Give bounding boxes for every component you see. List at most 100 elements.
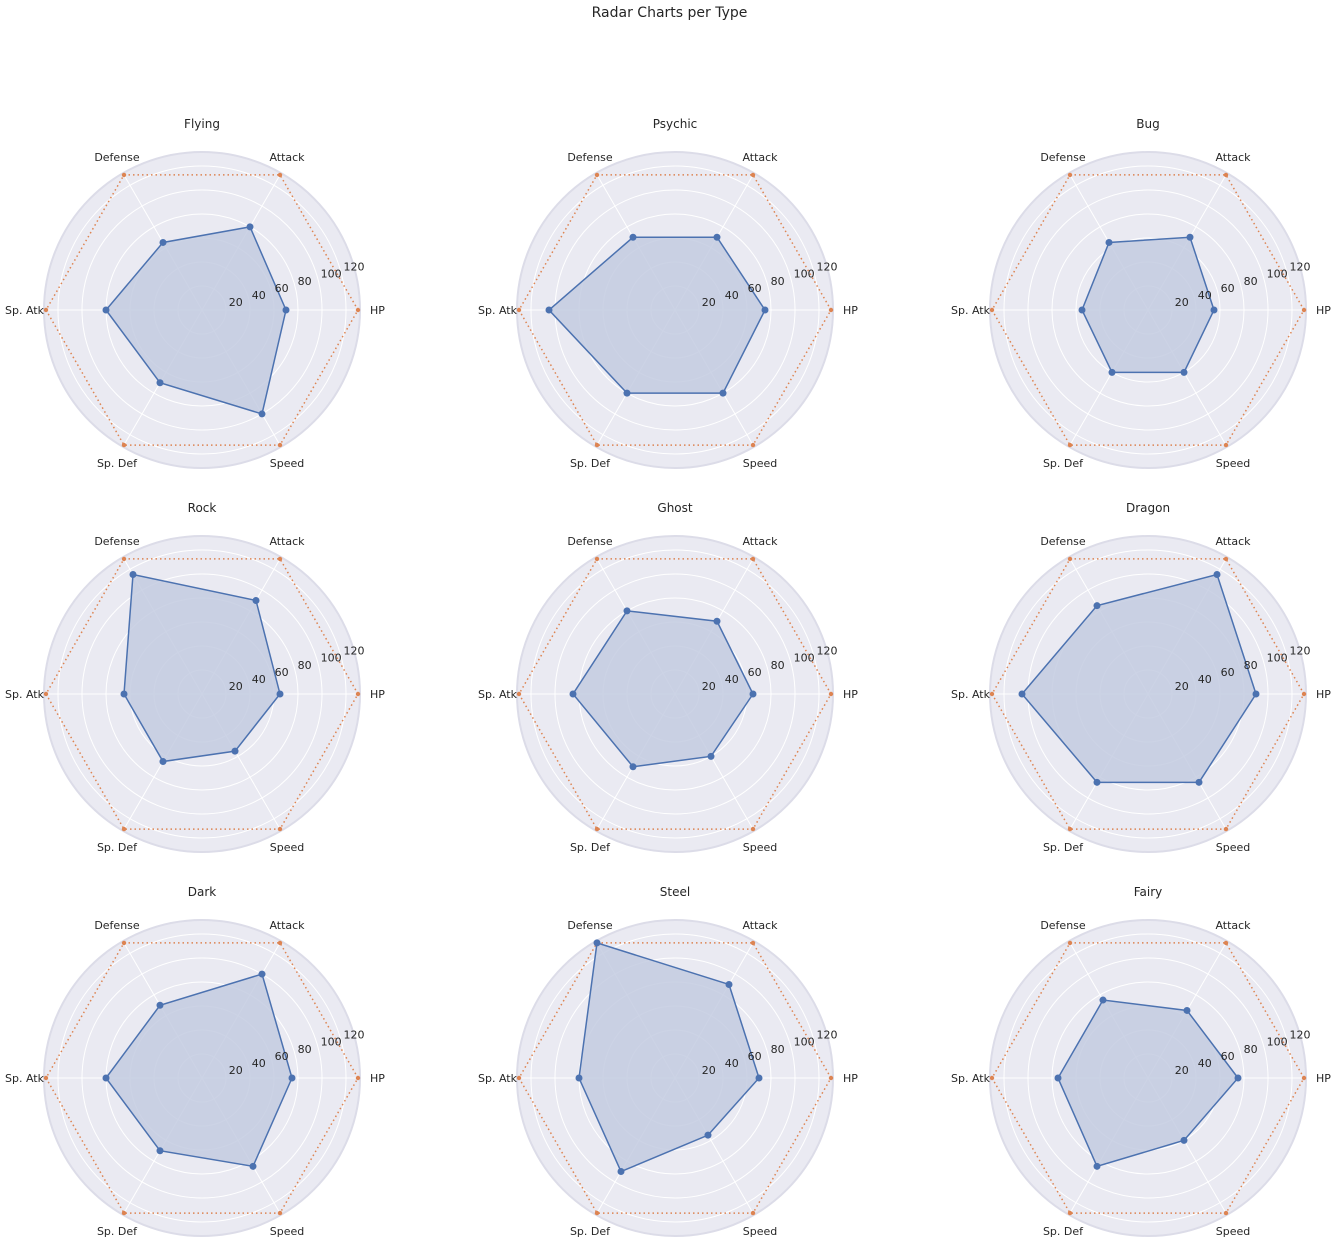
axis-label-attack: Attack bbox=[742, 919, 778, 932]
data-point-sp-atk bbox=[1018, 690, 1026, 698]
data-point-sp-def bbox=[623, 389, 631, 397]
r-tick-label: 20 bbox=[1175, 680, 1189, 693]
axis-label-hp: HP bbox=[1316, 304, 1331, 317]
reference-point bbox=[1223, 172, 1229, 178]
axis-label-attack: Attack bbox=[269, 919, 305, 932]
r-tick-label: 120 bbox=[344, 261, 365, 274]
r-tick-label: 60 bbox=[748, 282, 762, 295]
reference-point bbox=[989, 1075, 995, 1081]
reference-point bbox=[1067, 556, 1073, 562]
axis-label-defense: Defense bbox=[1040, 151, 1086, 164]
data-point-sp-def bbox=[1093, 778, 1101, 786]
axis-label-speed: Speed bbox=[270, 841, 304, 854]
reference-point bbox=[121, 556, 127, 562]
reference-point bbox=[1223, 940, 1229, 946]
reference-point bbox=[828, 1075, 834, 1081]
axis-label-sp-def: Sp. Def bbox=[1043, 1225, 1084, 1238]
data-point-hp bbox=[288, 1074, 296, 1082]
r-tick-label: 40 bbox=[252, 673, 266, 686]
axis-label-attack: Attack bbox=[269, 535, 305, 548]
axis-label-sp-atk: Sp. Atk bbox=[5, 688, 45, 701]
axis-label-sp-def: Sp. Def bbox=[97, 1225, 138, 1238]
data-point-attack bbox=[725, 980, 733, 988]
reference-point bbox=[750, 172, 756, 178]
reference-point bbox=[594, 172, 600, 178]
reference-point bbox=[750, 556, 756, 562]
r-tick-label: 40 bbox=[725, 1057, 739, 1070]
axis-label-speed: Speed bbox=[743, 1225, 777, 1238]
r-tick-label: 100 bbox=[1267, 268, 1288, 281]
reference-point bbox=[277, 1210, 283, 1216]
subplot-title: Dark bbox=[188, 885, 217, 899]
reference-point bbox=[1223, 1210, 1229, 1216]
axis-label-speed: Speed bbox=[1216, 1225, 1250, 1238]
r-tick-label: 100 bbox=[1267, 652, 1288, 665]
r-tick-label: 20 bbox=[702, 680, 716, 693]
r-tick-label: 60 bbox=[275, 1050, 289, 1063]
axis-label-sp-def: Sp. Def bbox=[97, 457, 138, 470]
r-tick-label: 20 bbox=[229, 1064, 243, 1077]
reference-point bbox=[1067, 1210, 1073, 1216]
data-point-sp-atk bbox=[120, 690, 128, 698]
subplot-title: Ghost bbox=[657, 501, 692, 515]
subplot-title: Fairy bbox=[1134, 885, 1163, 899]
data-point-speed bbox=[249, 1162, 257, 1170]
reference-point bbox=[989, 307, 995, 313]
reference-point bbox=[1067, 442, 1073, 448]
axis-label-sp-atk: Sp. Atk bbox=[951, 688, 991, 701]
r-tick-label: 120 bbox=[1290, 261, 1311, 274]
data-point-defense bbox=[629, 233, 637, 241]
reference-point bbox=[277, 172, 283, 178]
data-point-sp-atk bbox=[545, 306, 553, 314]
r-tick-label: 60 bbox=[748, 666, 762, 679]
axis-label-speed: Speed bbox=[270, 1225, 304, 1238]
data-point-speed bbox=[704, 1131, 712, 1139]
r-tick-label: 60 bbox=[275, 282, 289, 295]
reference-point bbox=[1301, 1075, 1307, 1081]
axis-label-sp-def: Sp. Def bbox=[1043, 457, 1084, 470]
axis-label-hp: HP bbox=[843, 304, 858, 317]
data-point-hp bbox=[749, 690, 757, 698]
r-tick-label: 80 bbox=[298, 659, 312, 672]
reference-point bbox=[121, 826, 127, 832]
reference-point bbox=[1301, 307, 1307, 313]
axis-label-sp-def: Sp. Def bbox=[570, 457, 611, 470]
axis-label-hp: HP bbox=[1316, 688, 1331, 701]
axis-label-hp: HP bbox=[370, 304, 385, 317]
r-tick-label: 80 bbox=[771, 275, 785, 288]
data-point-hp bbox=[1234, 1074, 1242, 1082]
reference-point bbox=[828, 691, 834, 697]
r-tick-label: 120 bbox=[817, 645, 838, 658]
reference-point bbox=[516, 1075, 522, 1081]
r-tick-label: 20 bbox=[229, 680, 243, 693]
data-point-sp-atk bbox=[1078, 306, 1086, 314]
data-point-sp-atk bbox=[102, 1074, 110, 1082]
axis-label-sp-atk: Sp. Atk bbox=[478, 304, 518, 317]
reference-point bbox=[1067, 826, 1073, 832]
axis-label-sp-atk: Sp. Atk bbox=[951, 304, 991, 317]
axis-label-hp: HP bbox=[370, 688, 385, 701]
axis-label-sp-def: Sp. Def bbox=[1043, 841, 1084, 854]
r-tick-label: 40 bbox=[725, 289, 739, 302]
data-point-sp-def bbox=[159, 758, 167, 766]
reference-point bbox=[121, 172, 127, 178]
axis-label-speed: Speed bbox=[743, 457, 777, 470]
r-tick-label: 60 bbox=[1221, 1050, 1235, 1063]
r-tick-label: 80 bbox=[1244, 659, 1258, 672]
r-tick-label: 20 bbox=[1175, 1064, 1189, 1077]
reference-point bbox=[277, 556, 283, 562]
reference-point bbox=[355, 1075, 361, 1081]
data-point-attack bbox=[713, 617, 721, 625]
r-tick-label: 80 bbox=[771, 1043, 785, 1056]
axis-label-sp-atk: Sp. Atk bbox=[478, 688, 518, 701]
reference-point bbox=[750, 442, 756, 448]
data-point-speed bbox=[231, 747, 239, 755]
data-point-hp bbox=[282, 306, 290, 314]
axis-label-sp-atk: Sp. Atk bbox=[5, 304, 45, 317]
axis-label-sp-def: Sp. Def bbox=[570, 1225, 611, 1238]
